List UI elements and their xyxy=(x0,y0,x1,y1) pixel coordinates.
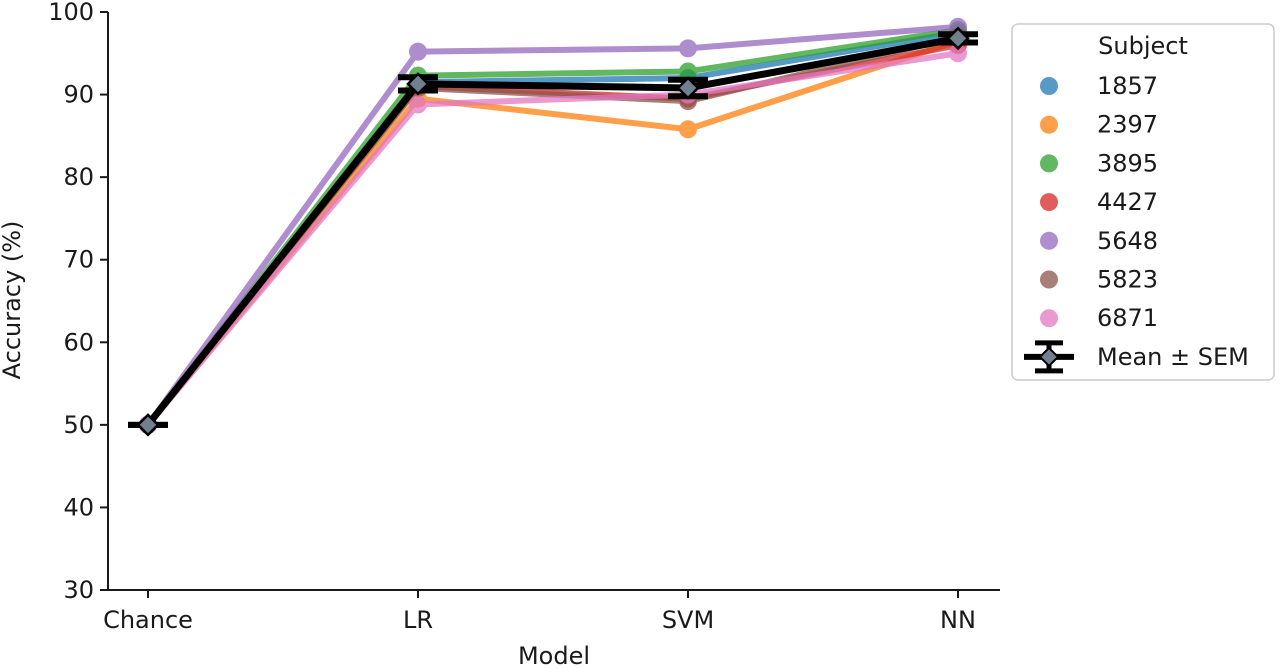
legend-marker-3895 xyxy=(1040,154,1058,173)
legend-marker-5648 xyxy=(1040,231,1058,250)
legend-title: Subject xyxy=(1098,32,1188,60)
legend-marker-1857 xyxy=(1040,77,1058,95)
legend-label-3895: 3895 xyxy=(1097,149,1158,177)
series-point xyxy=(679,39,697,58)
y-tick-label: 80 xyxy=(63,163,94,191)
series-point xyxy=(409,95,427,114)
series-layer xyxy=(139,17,967,434)
series-line xyxy=(145,33,959,427)
y-tick-label: 50 xyxy=(63,411,94,439)
mean-layer xyxy=(128,26,978,437)
legend-frame xyxy=(1011,23,1275,381)
mean-point xyxy=(946,26,970,51)
legend-label-5823: 5823 xyxy=(1097,266,1158,294)
legend-marker-5823 xyxy=(1040,270,1058,289)
series-point xyxy=(679,120,697,139)
legend: Subject 1857 2397 3895 4427 5648 5823 6871 Mean… xyxy=(1011,23,1275,381)
series-point xyxy=(679,62,697,81)
mean-point xyxy=(136,413,160,437)
y-tick-label: 40 xyxy=(63,493,94,521)
y-ticks: 30 40 50 60 70 80 90 100 xyxy=(48,0,108,604)
legend-label-6871: 6871 xyxy=(1097,304,1158,332)
y-axis-label: Accuracy (%) xyxy=(0,221,26,380)
series-6871 xyxy=(139,44,967,434)
mean-point xyxy=(676,76,700,100)
mean-line xyxy=(145,34,959,428)
y-tick-label: 70 xyxy=(63,246,94,274)
series-point xyxy=(949,44,967,63)
x-tick-label: Chance xyxy=(103,606,193,634)
series-line xyxy=(145,50,959,427)
legend-label-1857: 1857 xyxy=(1097,72,1158,100)
legend-marker-6871 xyxy=(1040,309,1058,328)
legend-marker-mean-diamond xyxy=(1038,346,1060,368)
legend-label-4427: 4427 xyxy=(1097,188,1158,216)
legend-label-2397: 2397 xyxy=(1097,111,1158,139)
y-tick-label: 60 xyxy=(63,328,94,356)
legend-marker-4427 xyxy=(1040,193,1058,212)
series-point xyxy=(409,42,427,61)
y-tick-label: 90 xyxy=(63,81,94,109)
x-tick-label: LR xyxy=(403,606,433,634)
y-tick-label: 30 xyxy=(63,576,94,604)
x-tick-label: SVM xyxy=(662,606,714,634)
x-ticks: Chance LR SVM NN xyxy=(103,590,976,634)
series-line xyxy=(145,23,959,427)
legend-marker-2397 xyxy=(1040,115,1058,134)
legend-label-mean: Mean ± SEM xyxy=(1097,343,1249,371)
x-axis-label: Model xyxy=(518,642,590,668)
legend-items: 1857 2397 3895 4427 5648 5823 6871 Mean ± SEM xyxy=(1024,72,1249,374)
x-tick-label: NN xyxy=(940,606,976,634)
legend-label-5648: 5648 xyxy=(1097,227,1158,255)
y-tick-label: 100 xyxy=(48,0,94,26)
mean-point xyxy=(406,72,430,96)
